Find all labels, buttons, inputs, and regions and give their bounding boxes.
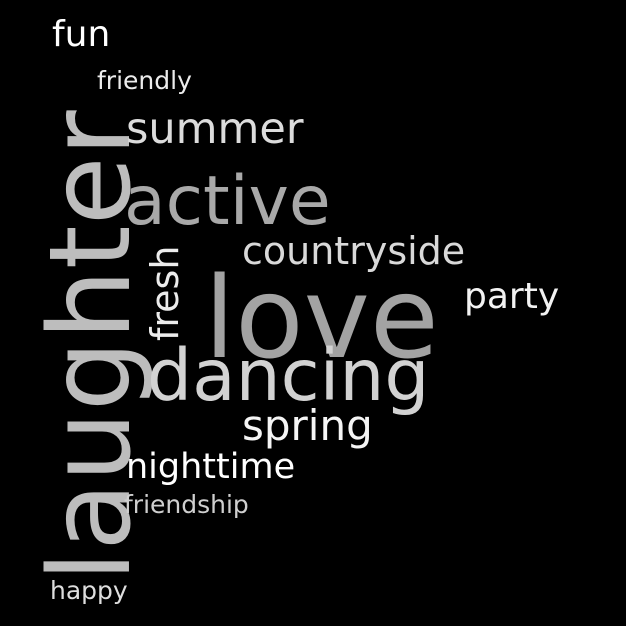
word-happy: happy [50,576,128,605]
word-party: party [464,276,560,317]
word-fun: fun [52,14,111,55]
word-spring: spring [242,401,373,450]
word-dancing: dancing [147,334,430,417]
word-summer: summer [126,104,304,154]
word-active: active [124,162,331,241]
word-love: love [204,254,439,384]
word-friendship: friendship [124,490,249,519]
word-nighttime: nighttime [126,447,296,487]
word-fresh: fresh [143,245,187,341]
word-friendly: friendly [97,66,192,95]
word-countryside: countryside [242,229,466,273]
